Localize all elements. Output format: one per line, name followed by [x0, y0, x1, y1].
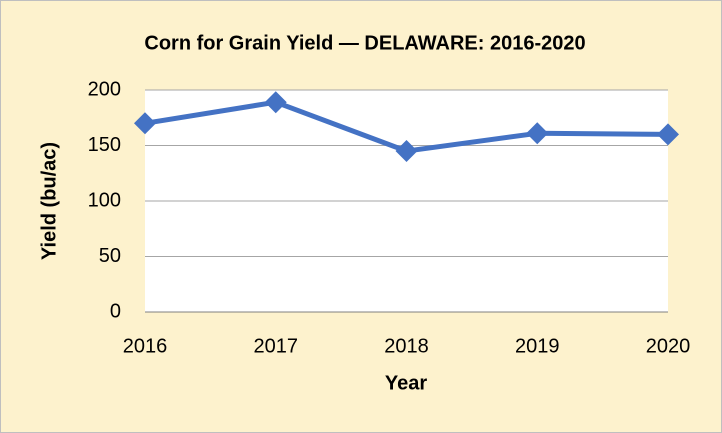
- x-tick-label: 2018: [384, 335, 429, 357]
- x-tick-label: 2017: [254, 335, 299, 357]
- y-tick-label: 150: [88, 134, 121, 156]
- data-point: [395, 140, 418, 163]
- x-tick-label: 2016: [123, 335, 168, 357]
- y-tick-label: 0: [110, 300, 121, 322]
- y-tick-label: 50: [99, 245, 121, 267]
- data-point: [657, 123, 679, 146]
- x-axis-label: Year: [385, 372, 427, 394]
- chart-title: Corn for Grain Yield — DELAWARE: 2016-20…: [144, 32, 585, 54]
- x-tick-label: 2019: [515, 335, 560, 357]
- data-point: [526, 122, 549, 145]
- y-tick-label: 100: [88, 189, 121, 211]
- data-point: [264, 91, 287, 114]
- y-tick-label: 200: [88, 78, 121, 100]
- data-point: [134, 112, 156, 135]
- x-tick-label: 2020: [646, 335, 691, 357]
- y-axis-label: Yield (bu/ac): [38, 142, 60, 260]
